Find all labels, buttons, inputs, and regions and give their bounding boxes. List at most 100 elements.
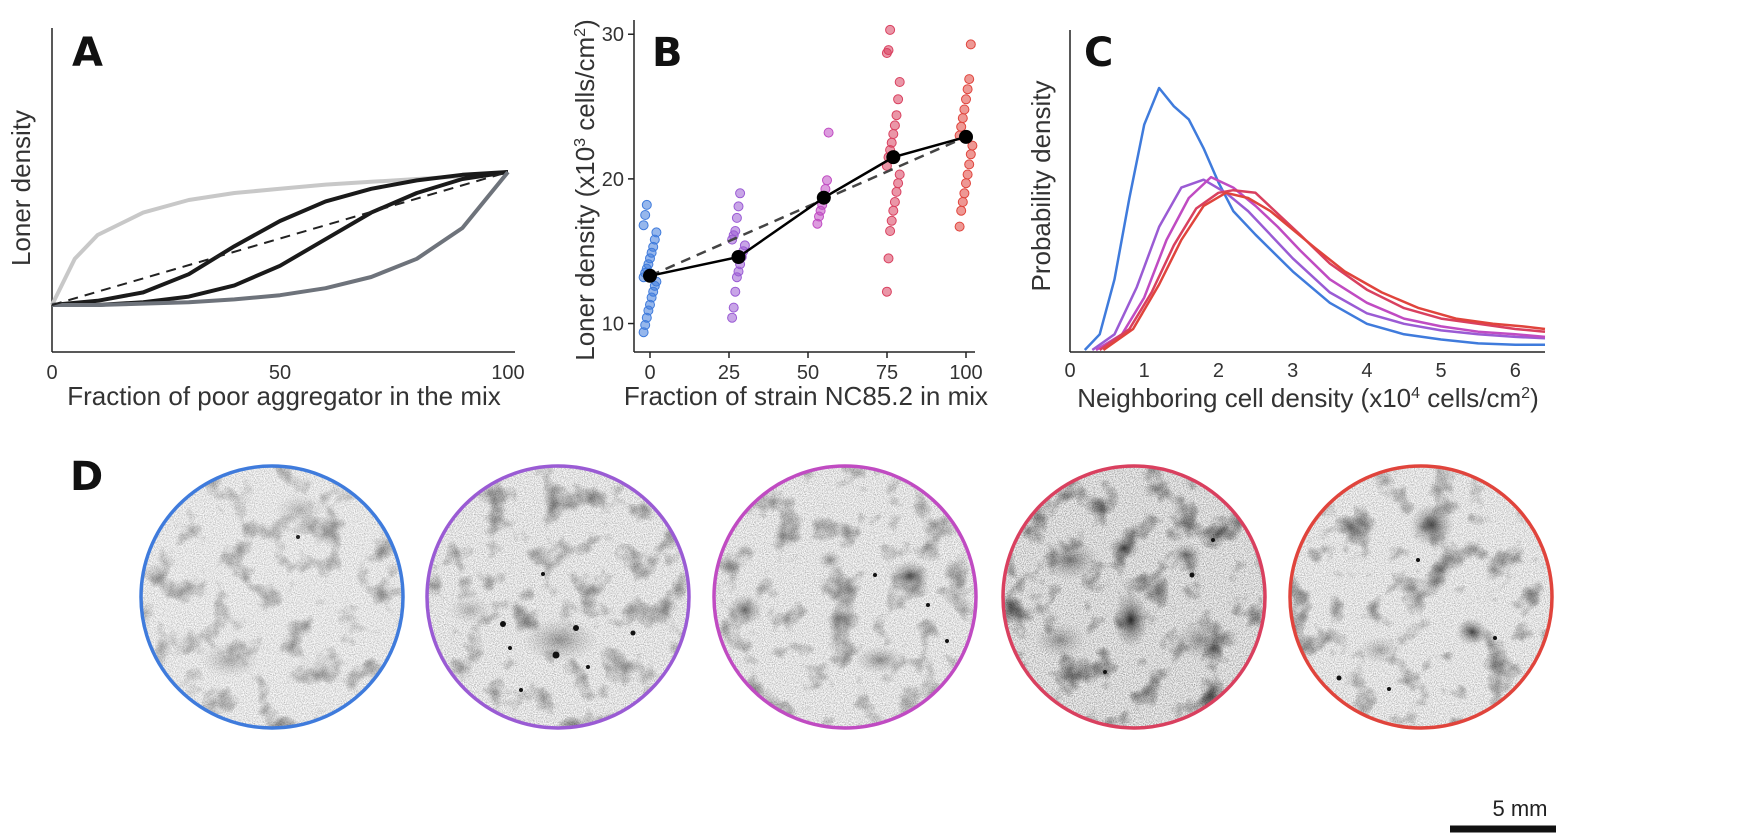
- panel-b-point: [886, 215, 897, 226]
- panel-b-point: [728, 302, 739, 313]
- panel-b-point: [959, 104, 970, 115]
- panel-b-point: [957, 197, 968, 207]
- plate-circle-0: [139, 464, 405, 730]
- panel-c-y-label: Probability density: [1026, 81, 1056, 292]
- panel-b-y-tick: 20: [602, 169, 624, 191]
- plate-image-3: [1003, 466, 1265, 728]
- panel-b-point: [888, 205, 899, 216]
- panel-c-curve-2: [1095, 175, 1546, 352]
- panel-b-point: [893, 94, 904, 105]
- panel-a-x-tick: 0: [46, 362, 57, 384]
- panel-c-x-label-pre: Neighboring cell density (x10: [1077, 383, 1411, 413]
- panel-b-point: [822, 175, 832, 186]
- panel-c-x-tick: 2: [1213, 360, 1224, 382]
- panel-b-point: [735, 188, 746, 199]
- panel-a-ticks: 0 50 100: [46, 362, 524, 384]
- panel-b-point: [959, 188, 970, 199]
- panel-c-ticks: 0 1 2 3 4 5 6: [1064, 360, 1520, 382]
- panel-c-curve-1: [1091, 178, 1546, 352]
- plate-circle-2: [712, 464, 978, 730]
- plate-image-1: [427, 466, 689, 728]
- scale-bar-label: 5 mm: [1493, 796, 1548, 821]
- panel-b: B 0 25 50 75 100 10 20 30 Fraction of strain NC…: [570, 19, 988, 411]
- panel-b-point: [891, 110, 902, 121]
- panel-b-label: B: [652, 30, 683, 76]
- panel-b-point: [885, 24, 896, 35]
- panel-b-point: [962, 169, 973, 180]
- panel-b-point: [883, 253, 894, 264]
- panel-b-points: [638, 24, 978, 338]
- panel-b-linear-line: [649, 135, 967, 277]
- panel-b-point: [954, 221, 965, 232]
- panel-c-x-tick: 3: [1287, 360, 1298, 382]
- panel-b-point: [886, 137, 897, 148]
- panel-c-x-label: Neighboring cell density (x104 cells/cm2…: [1077, 383, 1538, 413]
- panel-b-point: [730, 286, 741, 297]
- panel-a-curves: [50, 170, 510, 307]
- panel-c-x-tick: 1: [1139, 360, 1150, 382]
- panel-b-point: [956, 121, 967, 132]
- panel-b-point: [965, 39, 976, 50]
- panel-b-mean-point: [643, 268, 657, 283]
- panel-b-point: [967, 140, 978, 151]
- panel-b-point: [640, 210, 651, 220]
- panel-b-point: [638, 220, 649, 231]
- panel-b-x-tick: 75: [876, 362, 898, 384]
- panel-b-point: [641, 199, 652, 210]
- panel-b-point: [957, 113, 968, 124]
- panel-c-x-label-post: ): [1530, 383, 1539, 413]
- plate-image-4: [1290, 466, 1552, 728]
- panel-b-mean-point: [816, 190, 831, 205]
- panel-b-mean-point: [886, 150, 901, 165]
- panel-b-point: [961, 178, 971, 189]
- panel-c-x-label-sup2: 2: [1521, 385, 1530, 402]
- panel-b-point: [881, 286, 892, 297]
- panel-b-point: [961, 94, 971, 105]
- panel-b-x-tick: 50: [797, 362, 819, 384]
- panel-d-label: D: [70, 454, 103, 500]
- panel-c-x-tick: 0: [1064, 360, 1075, 382]
- panel-c-label: C: [1084, 30, 1113, 76]
- panel-c-x-tick: 5: [1436, 360, 1447, 382]
- panel-c-curve-4: [1102, 191, 1546, 352]
- plate-image-0: [141, 466, 403, 728]
- panel-b-point: [731, 212, 742, 223]
- panel-b-y-label-sup2: 2: [572, 28, 589, 37]
- panel-b-y-tick: 30: [602, 24, 624, 46]
- panel-a-curve-4: [51, 171, 509, 306]
- panel-b-point: [964, 159, 975, 170]
- panel-b-point: [727, 312, 738, 323]
- panel-c-curve-0: [1083, 86, 1545, 351]
- panel-c-x-label-sup: 4: [1411, 385, 1420, 402]
- plate-circle-1: [425, 464, 691, 730]
- panel-c-x-tick: 6: [1510, 360, 1521, 382]
- panel-b-y-label-pre: Loner density (x10: [570, 147, 600, 361]
- panel-b-point: [891, 186, 902, 197]
- panel-b-point: [964, 74, 975, 85]
- panel-b-point: [888, 129, 899, 139]
- panel-b-mean-point: [731, 249, 746, 264]
- panel-b-point: [889, 197, 900, 207]
- panel-b-mean-point: [959, 129, 973, 144]
- panel-b-point: [894, 77, 905, 87]
- panel-b-point: [733, 201, 744, 212]
- panel-c-curve-3: [1098, 188, 1546, 352]
- panel-a: A 0 50 100 Fraction of poor aggregator in …: [6, 28, 525, 411]
- panel-b-point: [885, 226, 896, 236]
- panel-b-point: [965, 149, 976, 160]
- panel-a-y-label: Loner density: [6, 110, 36, 266]
- panel-c-curves: [1083, 86, 1546, 352]
- panel-b-point: [823, 127, 834, 138]
- panel-b-y-label: Loner density (x103 cells/cm2): [570, 19, 600, 361]
- panel-b-ticks: 0 25 50 75 100 10 20 30: [602, 24, 983, 384]
- panel-c-x-label-mid: cells/cm: [1420, 383, 1521, 413]
- panel-b-point: [739, 240, 750, 251]
- panel-b-point: [894, 169, 905, 180]
- panel-b-point: [883, 45, 894, 56]
- panel-b-point: [889, 120, 900, 131]
- plate-circle-3: [1001, 464, 1267, 730]
- panel-b-x-label: Fraction of strain NC85.2 in mix: [624, 381, 988, 411]
- plate-image-2: [714, 466, 976, 728]
- panel-a-x-label: Fraction of poor aggregator in the mix: [67, 381, 501, 411]
